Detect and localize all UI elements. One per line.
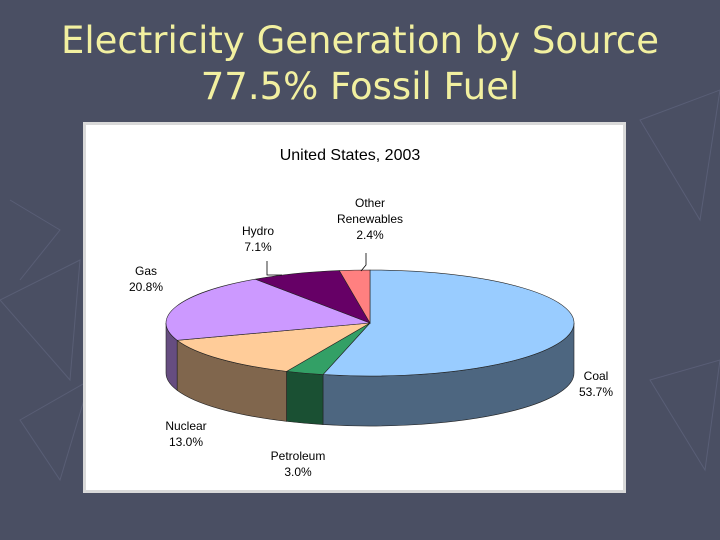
slice-value-gas: 20.8% (129, 280, 163, 294)
slice-other-renewables (338, 269, 371, 325)
slide-title: Electricity Generation by Source 77.5% F… (0, 18, 720, 110)
slice-label-nuclear: Nuclear (165, 419, 206, 433)
leader-line-hydro (266, 261, 282, 276)
slice-gas (165, 278, 371, 341)
slice-value-hydro: 7.1% (244, 240, 272, 254)
slice-value-other-renewables: 2.4% (356, 228, 384, 242)
slice-label-gas: Gas (135, 264, 157, 278)
slice-side-petroleum (286, 371, 324, 425)
chart-title: United States, 2003 (280, 147, 421, 164)
leader-line-other-renewables (360, 253, 367, 272)
pie-chart: United States, 2003 Coal 53.7% Petroleum 3.0… (129, 147, 613, 479)
chart-frame: United States, 2003 Coal 53.7% Petroleum 3.0… (83, 122, 626, 493)
slice-label-coal: Coal (584, 369, 609, 383)
slice-value-nuclear: 13.0% (169, 435, 203, 449)
slide-title-line-2: 77.5% Fossil Fuel (200, 65, 520, 108)
slice-label-other-renewables: Other Renewables (337, 196, 403, 226)
slice-coal (322, 269, 575, 377)
slice-label-hydro: Hydro (242, 224, 274, 238)
slide-title-line-1: Electricity Generation by Source (61, 19, 659, 62)
slice-label-petroleum: Petroleum (271, 449, 326, 463)
slice-value-petroleum: 3.0% (284, 465, 312, 479)
slice-value-coal: 53.7% (579, 385, 613, 399)
slice-nuclear (176, 322, 371, 372)
